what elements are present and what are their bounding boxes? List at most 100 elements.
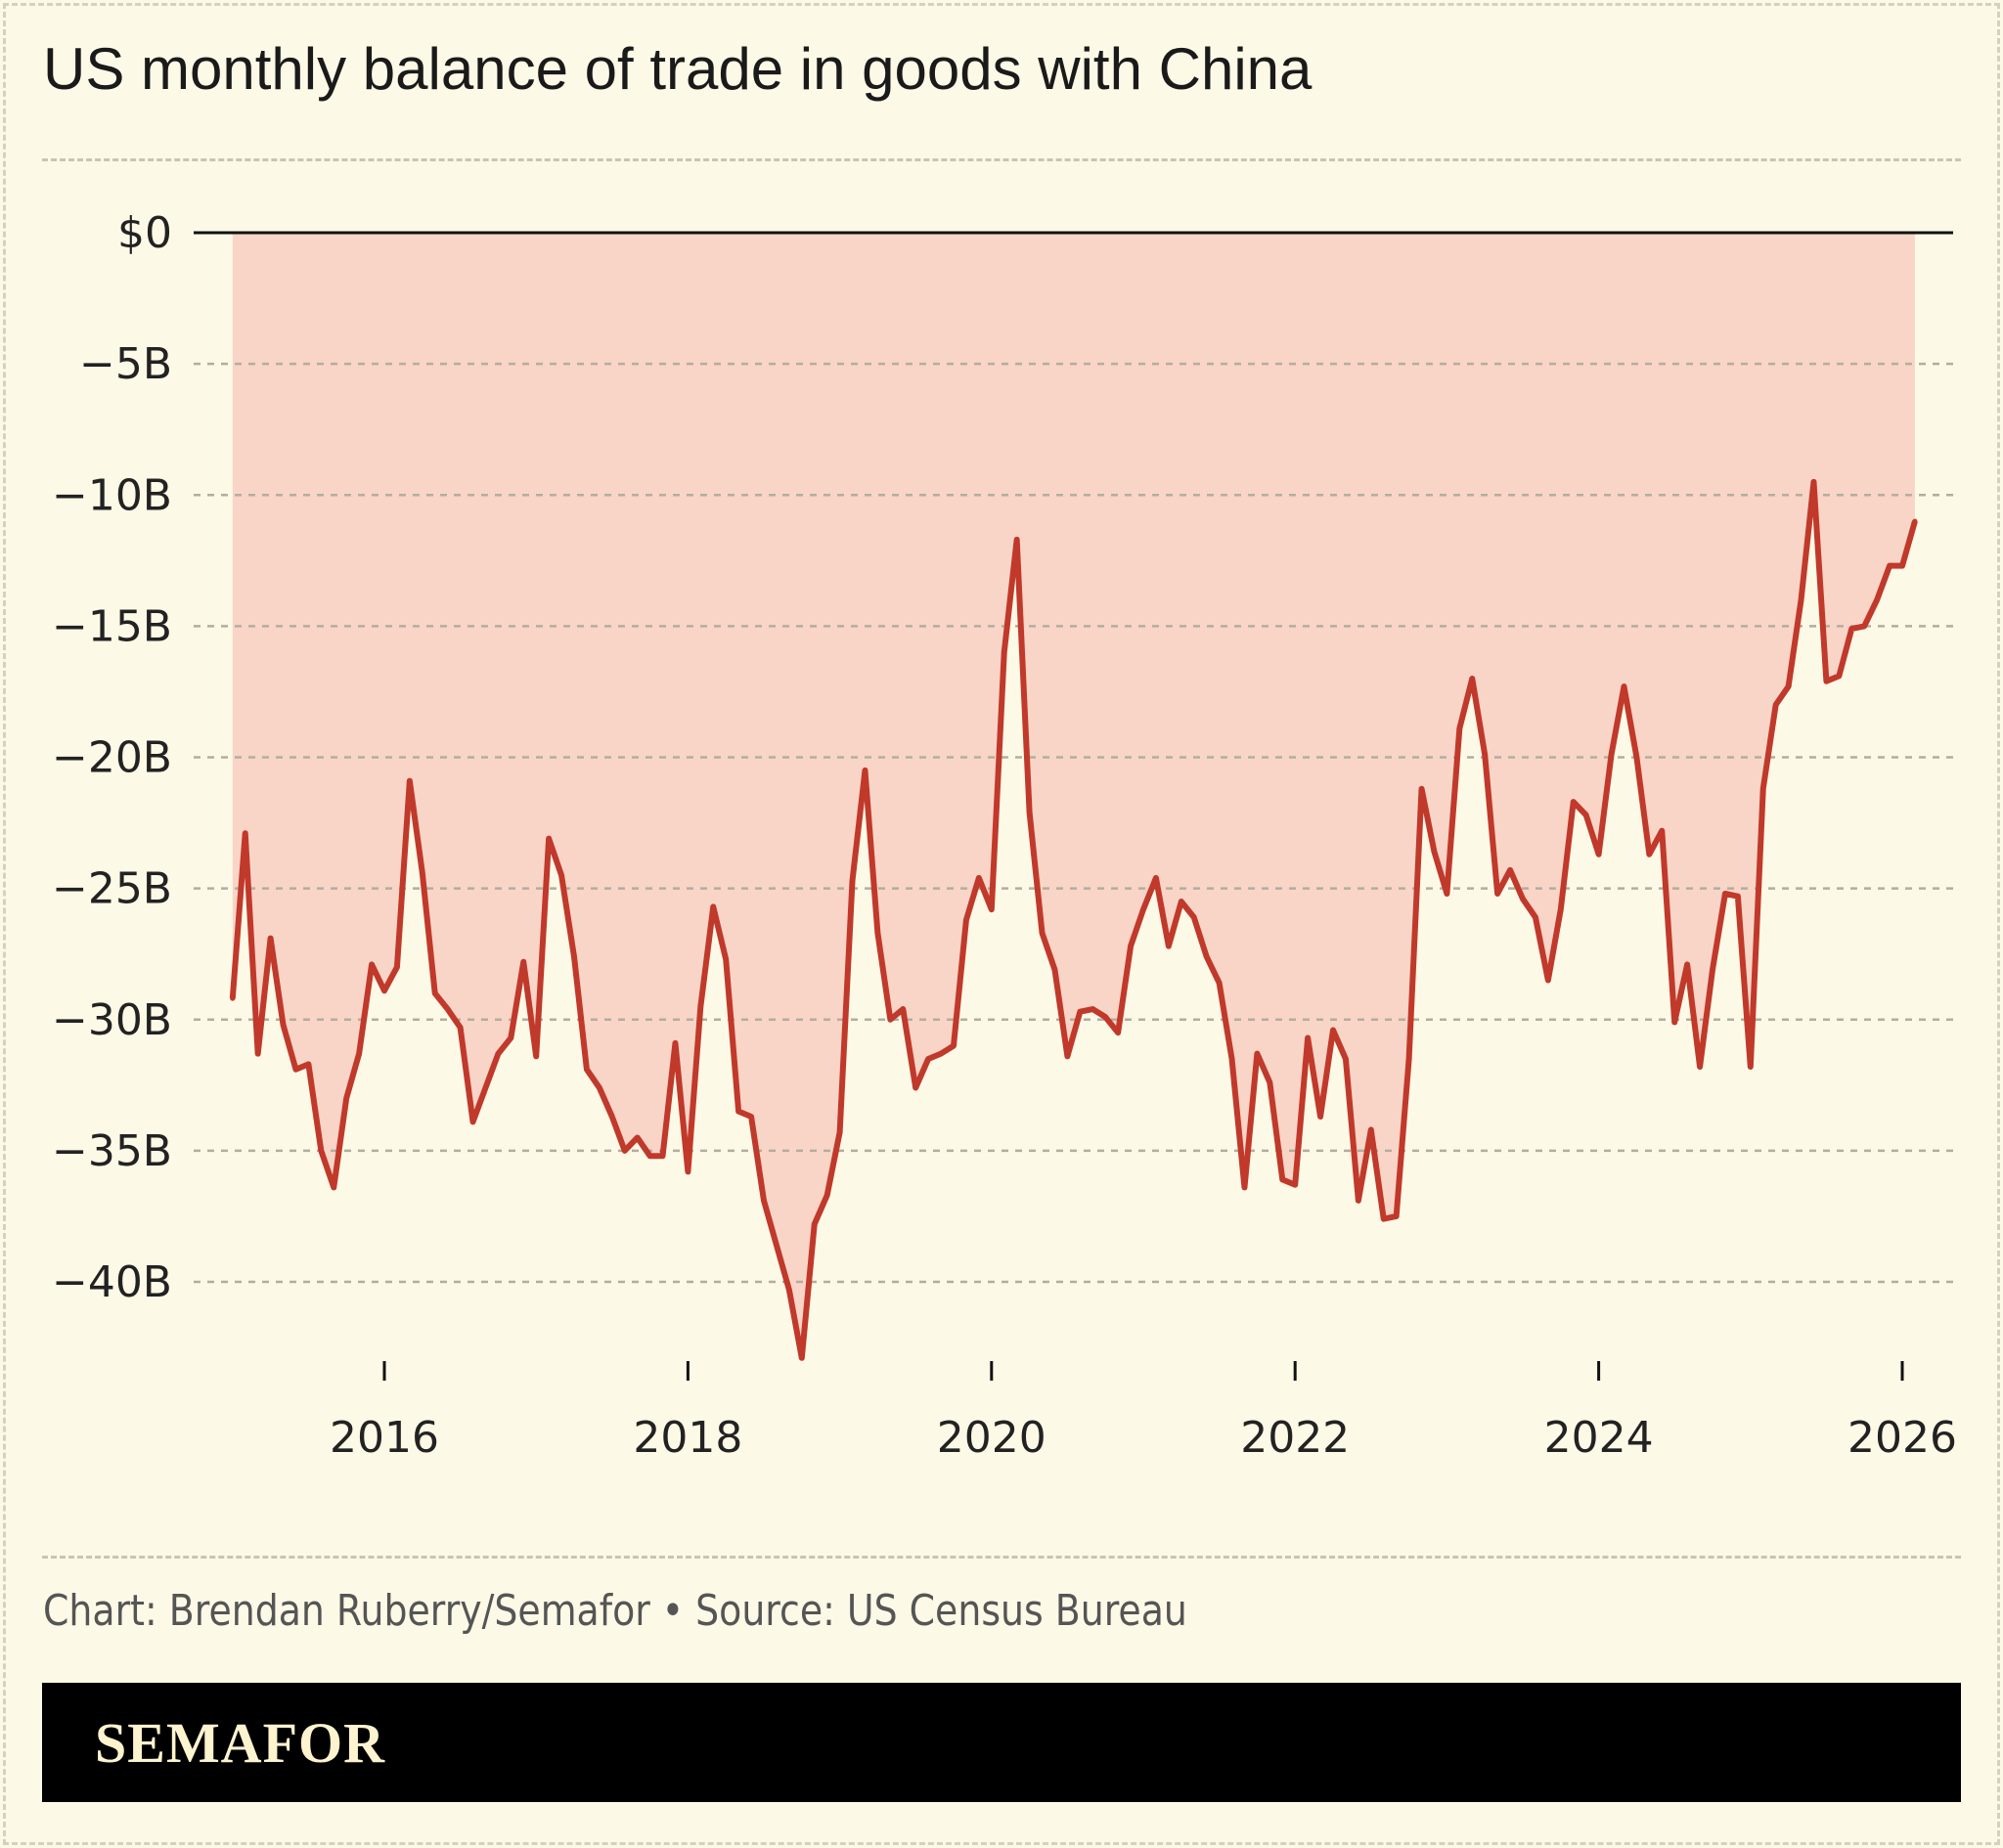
- data-point: [774, 1242, 779, 1248]
- data-point: [1773, 702, 1779, 708]
- data-point: [1722, 891, 1728, 897]
- data-point: [900, 1006, 906, 1012]
- data-point: [495, 1051, 501, 1057]
- data-point: [1064, 1053, 1070, 1059]
- data-point: [672, 1040, 678, 1046]
- data-point: [647, 1153, 653, 1159]
- data-point: [458, 1025, 464, 1031]
- data-point: [1558, 906, 1564, 912]
- y-tick-label: $0: [117, 208, 172, 258]
- data-point: [1571, 799, 1577, 805]
- data-point: [482, 1084, 488, 1090]
- data-point: [951, 1043, 957, 1049]
- data-point: [1343, 1056, 1349, 1062]
- data-point: [989, 906, 995, 912]
- data-point: [1520, 896, 1526, 902]
- data-point: [635, 1134, 641, 1140]
- data-point: [1204, 953, 1210, 959]
- data-point: [938, 1051, 944, 1057]
- chart-title: US monthly balance of trade in goods wit…: [43, 36, 1313, 102]
- data-point: [862, 768, 868, 773]
- data-point: [243, 830, 248, 836]
- chart-frame: [3, 3, 2000, 1845]
- x-tick-label: 2022: [1240, 1413, 1350, 1463]
- data-point: [609, 1114, 615, 1120]
- data-point: [1874, 597, 1880, 603]
- y-tick-label: −5B: [79, 339, 172, 389]
- data-point: [1848, 626, 1854, 632]
- data-point: [520, 959, 526, 965]
- y-tick-label: −25B: [52, 864, 172, 914]
- data-point: [761, 1198, 767, 1204]
- data-point: [331, 1184, 336, 1190]
- data-point: [1419, 786, 1425, 792]
- x-tick-label: 2024: [1544, 1413, 1654, 1463]
- semafor-logo: SEMAFOR: [95, 1711, 385, 1775]
- data-point: [850, 878, 856, 884]
- data-point: [1406, 1056, 1412, 1062]
- data-point: [432, 990, 438, 996]
- data-point: [1596, 852, 1602, 858]
- data-point: [1040, 930, 1046, 936]
- x-tick-label: 2016: [330, 1413, 439, 1463]
- data-point: [268, 936, 274, 942]
- data-point: [1394, 1213, 1400, 1219]
- y-tick-label: −15B: [52, 601, 172, 651]
- data-point: [1899, 563, 1905, 569]
- data-point: [1305, 1035, 1311, 1041]
- data-point: [1090, 1006, 1095, 1012]
- data-point: [912, 1084, 918, 1090]
- data-point: [1456, 726, 1462, 731]
- data-point: [1444, 891, 1449, 897]
- data-point: [281, 1022, 287, 1028]
- data-point: [1128, 944, 1134, 949]
- data-point: [1102, 1014, 1108, 1020]
- data-point: [369, 961, 375, 967]
- data-point: [1014, 537, 1020, 543]
- data-point: [697, 1003, 703, 1009]
- data-point: [445, 1006, 451, 1012]
- area-fill: [232, 233, 1915, 1358]
- data-point: [1697, 1064, 1703, 1070]
- data-point: [1760, 786, 1766, 792]
- y-tick-label: −30B: [52, 995, 172, 1045]
- data-point: [925, 1056, 931, 1062]
- chart-area: $0 −5B −10B −15B −20B −25B −30B −35B −40B 2016 201…: [52, 208, 1957, 1463]
- data-point: [660, 1153, 666, 1159]
- data-point: [622, 1148, 628, 1154]
- data-point: [976, 875, 982, 881]
- trade-balance-line: [229, 478, 1918, 1361]
- y-tick-label: −40B: [52, 1257, 172, 1307]
- data-point: [748, 1114, 754, 1120]
- data-point: [1115, 1030, 1121, 1035]
- data-point: [546, 836, 552, 842]
- data-point: [1671, 1019, 1677, 1025]
- data-point: [1799, 597, 1804, 603]
- data-point: [887, 1017, 893, 1023]
- data-point: [255, 1051, 261, 1057]
- data-point: [1748, 1064, 1754, 1070]
- data-point: [1002, 649, 1007, 655]
- data-point: [824, 1192, 830, 1198]
- data-point: [356, 1051, 362, 1057]
- data-point: [1507, 867, 1513, 873]
- data-point: [1191, 914, 1197, 920]
- data-point: [1621, 683, 1626, 689]
- data-point: [1381, 1216, 1387, 1222]
- data-point: [1823, 679, 1829, 684]
- data-point: [1153, 875, 1159, 881]
- data-point: [1861, 623, 1867, 629]
- top-divider: [42, 158, 1961, 161]
- data-point: [735, 1109, 741, 1115]
- data-point: [812, 1221, 818, 1227]
- x-tick-label: 2018: [633, 1413, 742, 1463]
- credit-line: Chart: Brendan Ruberry/Semafor • Source:…: [43, 1586, 1187, 1636]
- data-point: [420, 870, 425, 876]
- data-point: [305, 1061, 311, 1067]
- data-point: [1217, 980, 1223, 986]
- data-point: [1229, 1056, 1235, 1062]
- data-point: [1912, 518, 1918, 524]
- data-point: [1140, 906, 1146, 912]
- data-point: [571, 953, 577, 959]
- data-point: [1786, 683, 1792, 689]
